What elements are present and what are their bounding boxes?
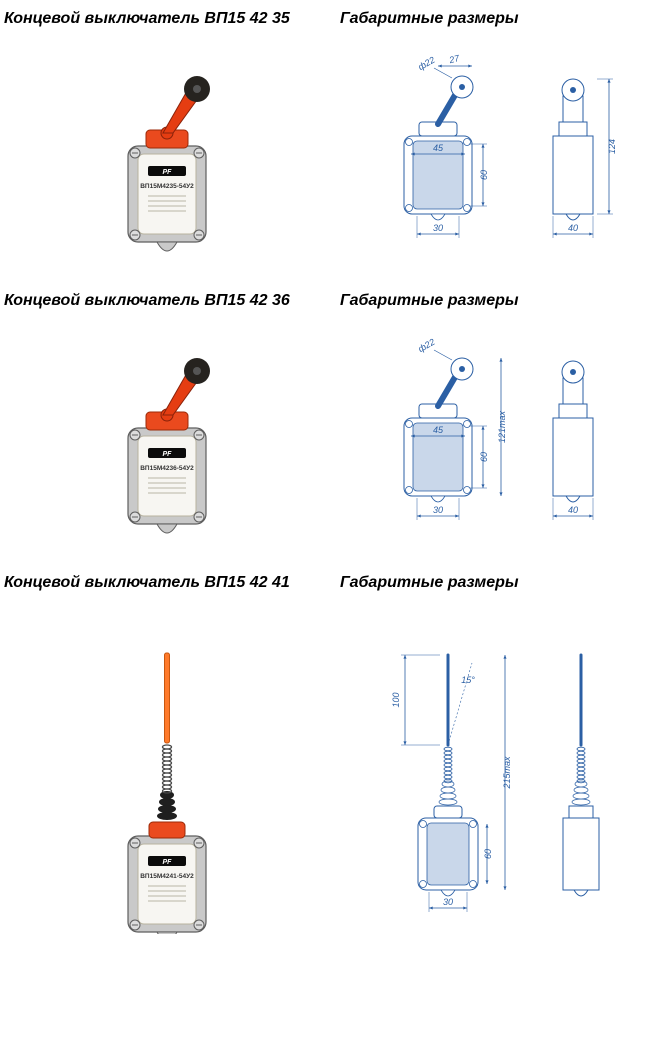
svg-text:40: 40 [568, 505, 578, 515]
svg-text:ВП15М4235-54У2: ВП15М4235-54У2 [140, 183, 194, 190]
svg-text:100: 100 [391, 692, 401, 707]
svg-text:45: 45 [433, 425, 444, 435]
svg-text:30: 30 [443, 897, 453, 907]
product-title: Концевой выключатель ВП15 42 36 [4, 288, 330, 318]
dims-diagram: ф22 27 45 60 30 40 124 [340, 36, 666, 266]
dims-diagram: ф22 45 60 30 121max 40 [340, 318, 666, 548]
svg-text:PF: PF [163, 451, 173, 458]
svg-text:45: 45 [433, 143, 444, 153]
product-row: Концевой выключатель ВП15 42 41 PF ВП15М42… [0, 564, 670, 946]
product-title: Концевой выключатель ВП15 42 35 [4, 6, 330, 36]
dims-col: Габаритные размеры ф22 27 45 60 30 40 124 [340, 6, 666, 266]
svg-text:60: 60 [483, 849, 493, 859]
svg-text:215max: 215max [502, 756, 512, 790]
svg-text:121max: 121max [497, 410, 507, 443]
svg-text:ВП15М4241-54У2: ВП15М4241-54У2 [140, 873, 194, 880]
dims-title: Габаритные размеры [340, 288, 666, 318]
product-photo: PF ВП15М4235-54У2 [4, 36, 330, 270]
svg-text:15°: 15° [461, 675, 475, 685]
product-row: Концевой выключатель ВП15 42 35 PF ВП15М42… [0, 0, 670, 282]
product-col: Концевой выключатель ВП15 42 36 PF ВП15М42… [4, 288, 330, 552]
dims-col: Габаритные размеры ф22 45 60 30 121max 40 [340, 288, 666, 548]
svg-text:ВП15М4236-54У2: ВП15М4236-54У2 [140, 465, 194, 472]
product-title: Концевой выключатель ВП15 42 41 [4, 570, 330, 600]
svg-text:27: 27 [447, 53, 461, 66]
dims-title: Габаритные размеры [340, 570, 666, 600]
dims-col: Габаритные размеры 15° 100 60 215max 30 [340, 570, 666, 930]
dims-title: Габаритные размеры [340, 6, 666, 36]
product-col: Концевой выключатель ВП15 42 41 PF ВП15М42… [4, 570, 330, 934]
product-col: Концевой выключатель ВП15 42 35 PF ВП15М42… [4, 6, 330, 270]
dims-diagram: 15° 100 60 215max 30 [340, 600, 666, 930]
svg-text:60: 60 [479, 452, 489, 462]
svg-text:30: 30 [433, 505, 443, 515]
svg-text:124: 124 [607, 139, 617, 154]
product-photo: PF ВП15М4236-54У2 [4, 318, 330, 552]
svg-text:PF: PF [163, 859, 173, 866]
svg-text:ф22: ф22 [416, 55, 436, 72]
svg-text:60: 60 [479, 170, 489, 180]
product-photo: PF ВП15М4241-54У2 [4, 600, 330, 934]
svg-text:PF: PF [163, 169, 173, 176]
svg-text:40: 40 [568, 223, 578, 233]
svg-text:ф22: ф22 [416, 337, 436, 354]
product-row: Концевой выключатель ВП15 42 36 PF ВП15М42… [0, 282, 670, 564]
svg-text:30: 30 [433, 223, 443, 233]
